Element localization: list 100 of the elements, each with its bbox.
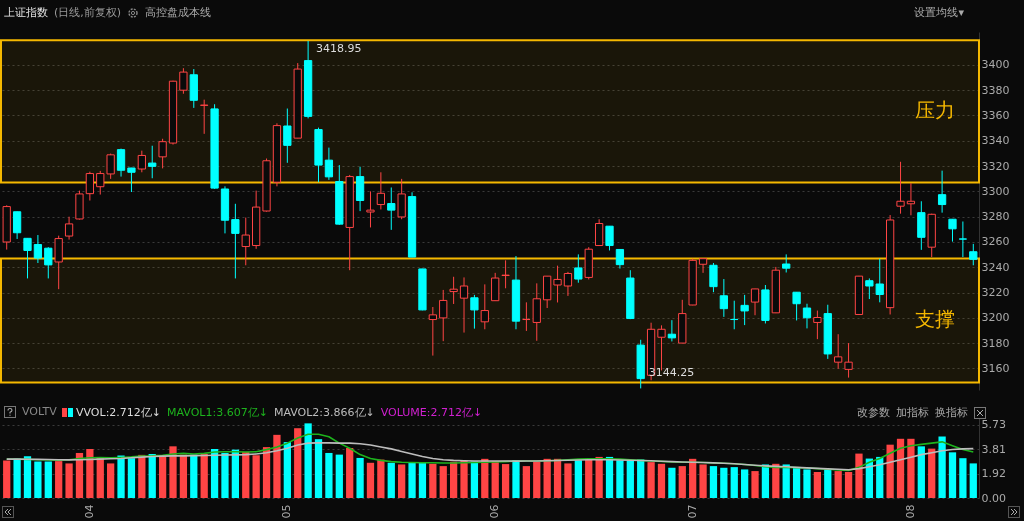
bar: [657, 463, 666, 498]
bar: [574, 460, 582, 498]
chart-title: 上证指数: [4, 5, 48, 20]
bar: [377, 459, 385, 498]
candlestick: [896, 161, 905, 215]
candlestick: [64, 216, 74, 241]
candlestick: [543, 275, 552, 309]
bar: [668, 467, 676, 498]
candlestick: [470, 294, 479, 330]
candlestick: [792, 291, 801, 321]
bar: [252, 455, 260, 498]
text: MAVOL1:3.607亿↓: [167, 405, 268, 420]
bar: [761, 464, 770, 498]
y-tick-label: 0.00: [981, 491, 1006, 505]
candlestick: [23, 237, 32, 279]
candlestick: [615, 248, 625, 270]
x-tick-label: 05: [280, 504, 294, 519]
bar: [138, 454, 146, 498]
chart-subtitle: (日线,前复权): [54, 5, 122, 20]
bar: [501, 464, 510, 498]
y-tick-label: 1.92: [981, 467, 1006, 480]
bar: [273, 434, 281, 498]
candlestick: [969, 243, 978, 266]
bar: [543, 458, 551, 498]
band-label: 压力: [914, 98, 955, 123]
candlestick: [231, 203, 240, 279]
bar: [449, 461, 458, 498]
bar: [647, 462, 655, 498]
y-tick-label: 3360: [981, 108, 1010, 122]
x-tick-label: 04: [82, 504, 96, 519]
bar: [387, 462, 395, 498]
candlestick: [397, 178, 406, 220]
candlestick: [54, 235, 63, 290]
candlestick: [834, 333, 843, 370]
bar: [169, 446, 177, 498]
bar: [741, 469, 749, 498]
candlestick: [355, 166, 365, 212]
candlestick: [449, 276, 458, 305]
bar: [813, 471, 822, 498]
bar: [896, 438, 905, 498]
bar: [678, 466, 686, 498]
line-series: [5, 442, 975, 471]
y-tick-label: 3220: [981, 286, 1010, 300]
annotation: 3418.95: [316, 41, 362, 55]
bar: [595, 456, 603, 498]
candlestick: [594, 218, 604, 247]
candlestick: [241, 217, 250, 266]
bar: [86, 449, 94, 498]
bar: [616, 460, 624, 498]
candlestick: [958, 221, 968, 258]
candlestick: [782, 253, 791, 273]
bar: [689, 458, 697, 498]
bar: [55, 461, 63, 498]
bar: [470, 461, 479, 498]
y-tick-label: 3160: [981, 361, 1010, 375]
bar: [408, 462, 416, 498]
bar: [325, 452, 333, 498]
candlestick: [366, 190, 375, 228]
candlestick: [605, 225, 614, 251]
bar: [65, 463, 73, 498]
bar: [283, 442, 291, 498]
candlestick: [85, 171, 94, 201]
candlestick: [439, 289, 448, 342]
bar: [938, 436, 946, 498]
candlestick: [709, 262, 718, 293]
bar: [356, 457, 364, 498]
candlestick: [802, 303, 812, 329]
candlestick: [428, 306, 437, 357]
x-tick-label: 08: [903, 504, 917, 519]
candlestick: [501, 259, 510, 289]
y-tick-label: 3320: [981, 159, 1010, 173]
bar: [439, 466, 447, 498]
bar: [314, 439, 323, 498]
candlestick: [324, 147, 334, 181]
y-tick-label: 3240: [981, 260, 1010, 274]
candlestick: [387, 186, 396, 231]
bar: [699, 464, 707, 498]
candlestick: [937, 170, 947, 214]
y-tick-label: 3260: [981, 235, 1010, 249]
bar: [3, 460, 11, 498]
bar: [34, 461, 42, 498]
bar: [855, 453, 863, 498]
bar: [917, 446, 925, 498]
candlestick: [137, 150, 146, 173]
candlestick: [158, 138, 167, 169]
bar: [23, 456, 32, 498]
candlestick: [698, 257, 708, 274]
bar: [418, 462, 427, 498]
text: 设置均线▾: [914, 5, 964, 20]
y-tick-label: 3340: [981, 134, 1010, 148]
bar: [792, 467, 801, 498]
bar: [585, 458, 593, 498]
bar: [626, 460, 634, 498]
candlestick: [844, 342, 853, 379]
bar: [460, 460, 468, 498]
bar: [730, 467, 738, 498]
bar: [928, 448, 936, 498]
bar: [117, 455, 125, 498]
bar: [844, 471, 853, 498]
text: 高控盘成本线: [145, 5, 212, 20]
